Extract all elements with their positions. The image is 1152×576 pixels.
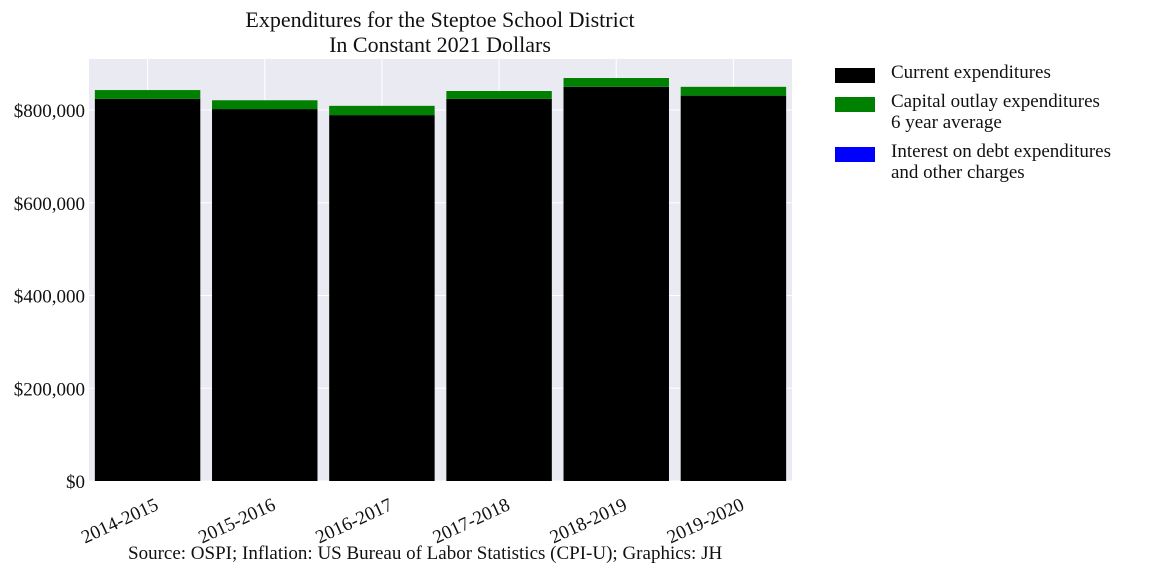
bar-segment-0 bbox=[563, 86, 669, 482]
y-tick-label: $600,000 bbox=[14, 194, 85, 215]
x-tick-label: 2017-2018 bbox=[430, 494, 513, 548]
x-tick-label: 2015-2016 bbox=[195, 494, 278, 548]
legend-swatch bbox=[835, 68, 875, 83]
y-tick-label: $0 bbox=[66, 472, 85, 493]
legend-item: Capital outlay expenditures 6 year avera… bbox=[835, 91, 1145, 133]
legend-label: Current expenditures bbox=[891, 62, 1051, 83]
source-note: Source: OSPI; Inflation: US Bureau of La… bbox=[128, 543, 723, 564]
y-tick-label: $200,000 bbox=[14, 379, 85, 400]
legend-label: Capital outlay expenditures 6 year avera… bbox=[891, 91, 1100, 133]
legend-swatch bbox=[835, 97, 875, 112]
bar-segment-0 bbox=[446, 98, 552, 481]
bar-segment-0 bbox=[212, 109, 318, 481]
y-tick-label: $400,000 bbox=[14, 287, 85, 308]
bar-segment-1 bbox=[446, 90, 552, 99]
legend-item: Current expenditures bbox=[835, 62, 1145, 83]
bar-segment-1 bbox=[680, 86, 787, 96]
x-tick-label: 2019-2020 bbox=[664, 494, 747, 548]
x-axis: 2014-2015 2015-2016 2016-2017 2017-2018 2018… bbox=[78, 494, 747, 548]
legend-swatch bbox=[835, 147, 875, 162]
bar-segment-0 bbox=[329, 115, 435, 481]
bar-segment-1 bbox=[94, 90, 201, 99]
y-axis: $0 $200,000 $400,000 $600,000 $800,000 bbox=[14, 101, 85, 493]
legend-label: Interest on debt expenditures and other … bbox=[891, 141, 1112, 183]
bar-segment-1 bbox=[563, 78, 669, 87]
chart-title: Expenditures for the Steptoe School Dist… bbox=[245, 7, 634, 32]
legend: Current expenditures Capital outlay expen… bbox=[835, 62, 1145, 191]
y-tick-label: $800,000 bbox=[14, 101, 85, 122]
bar-segment-0 bbox=[680, 95, 787, 481]
bar-segment-1 bbox=[329, 105, 435, 116]
legend-item: Interest on debt expenditures and other … bbox=[835, 141, 1145, 183]
bar-segment-1 bbox=[212, 100, 318, 110]
plot-area bbox=[89, 59, 792, 481]
x-tick-label: 2014-2015 bbox=[78, 494, 161, 548]
bar-segment-0 bbox=[94, 98, 201, 481]
x-tick-label: 2016-2017 bbox=[313, 494, 396, 548]
bars bbox=[94, 78, 787, 482]
x-tick-label: 2018-2019 bbox=[547, 494, 630, 548]
chart-subtitle: In Constant 2021 Dollars bbox=[329, 32, 551, 57]
